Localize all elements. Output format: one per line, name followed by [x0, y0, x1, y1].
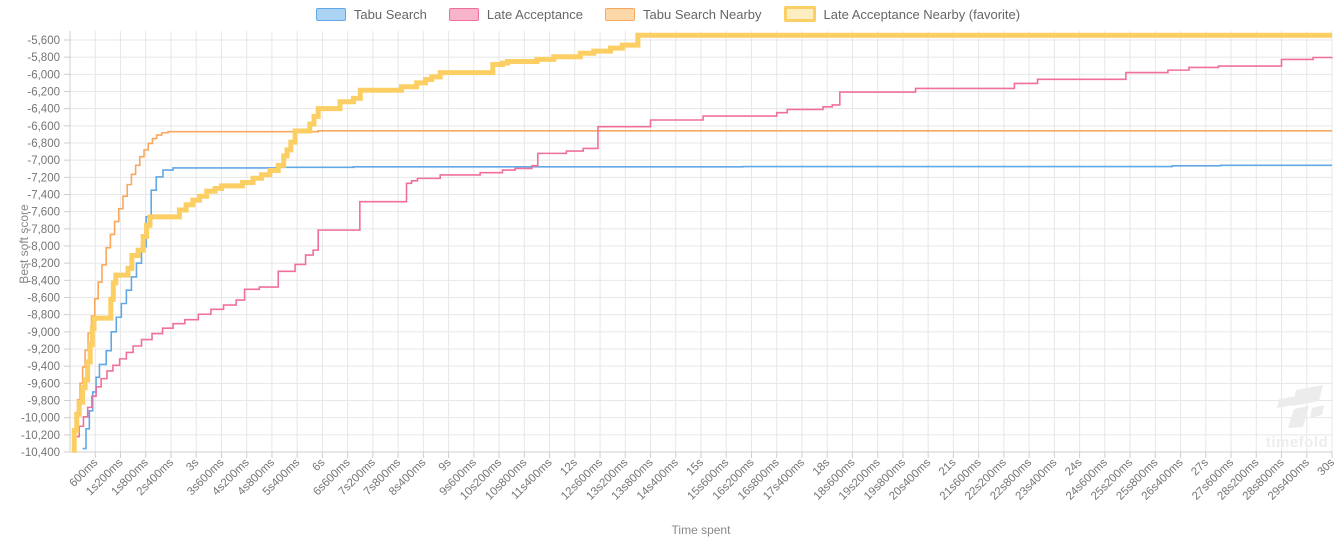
y-tick-label: -7,800	[27, 224, 60, 236]
x-axis-title: Time spent	[671, 523, 731, 537]
y-tick-label: -9,400	[27, 361, 60, 373]
y-tick-label: -7,000	[27, 155, 60, 167]
legend-item-late-acceptance-nearby-favorite[interactable]: Late Acceptance Nearby (favorite)	[783, 6, 1021, 22]
x-tick-label: 9s	[437, 456, 454, 473]
x-tick-label: 30s	[1316, 456, 1336, 478]
y-tick-label: -7,400	[27, 190, 60, 202]
legend-item-tabu-search[interactable]: Tabu Search	[315, 6, 427, 22]
y-tick-label: -6,200	[27, 87, 60, 99]
y-tick-label: -6,000	[27, 69, 60, 81]
x-tick-label: 21s	[937, 456, 959, 478]
y-tick-label: -8,200	[27, 258, 60, 270]
legend-label-late-acceptance: Late Acceptance	[486, 6, 584, 22]
x-tick-label: 18s	[811, 456, 833, 478]
y-tick-label: -10,000	[21, 413, 60, 425]
x-tick-label: 12s	[558, 456, 580, 478]
series-line-tabu-search-nearby[interactable]	[72, 130, 1332, 452]
series-line-late-acceptance-nearby-favorite[interactable]	[71, 32, 1332, 453]
y-tick-label: -6,600	[27, 121, 60, 133]
chart-legend: Tabu Search Late Acceptance Tabu Search Ne…	[0, 6, 1336, 22]
y-tick-label: -8,600	[27, 293, 60, 305]
x-tick-label: 27s	[1189, 456, 1211, 478]
y-tick-label: -8,400	[27, 275, 60, 287]
y-axis-title: Best soft score	[17, 204, 31, 284]
y-tick-label: -8,000	[27, 241, 60, 253]
legend-swatch-late-acceptance-nearby-favorite	[783, 6, 816, 22]
y-tick-label: -5,800	[27, 52, 60, 64]
legend-label-tabu-search-nearby: Tabu Search Nearby	[643, 6, 762, 22]
series-line-tabu-search[interactable]	[82, 164, 1332, 450]
y-tick-label: -10,200	[21, 430, 60, 442]
timefold-logo-icon	[1277, 385, 1324, 428]
legend-label-late-acceptance-nearby-favorite: Late Acceptance Nearby (favorite)	[823, 6, 1021, 22]
x-tick-label: 24s	[1063, 456, 1085, 478]
legend-item-tabu-search-nearby[interactable]: Tabu Search Nearby	[605, 7, 762, 22]
legend-swatch-tabu-search	[315, 7, 346, 21]
watermark-text: timefold	[1265, 434, 1329, 451]
y-tick-label: -6,800	[27, 138, 60, 150]
y-tick-label: -5,600	[27, 35, 60, 47]
y-tick-label: -6,400	[27, 104, 60, 116]
y-tick-label: -9,200	[27, 344, 60, 356]
y-tick-label: -9,600	[27, 378, 60, 390]
y-tick-label: -7,600	[27, 207, 60, 219]
y-tick-label: -10,400	[21, 447, 60, 459]
legend-swatch-tabu-search-nearby	[605, 7, 636, 21]
x-tick-label: 3s	[184, 456, 201, 473]
legend-swatch-late-acceptance	[448, 7, 479, 21]
series-line-late-acceptance[interactable]	[72, 56, 1333, 449]
x-tick-label: 6s	[310, 456, 327, 473]
y-tick-label: -9,800	[27, 396, 60, 408]
y-tick-label: -7,200	[27, 172, 60, 184]
y-tick-label: -9,000	[27, 327, 60, 339]
timefold-watermark: timefold	[1258, 384, 1336, 451]
y-tick-label: -8,800	[27, 310, 60, 322]
legend-label-tabu-search: Tabu Search	[353, 6, 427, 22]
x-tick-label: 15s	[685, 456, 707, 478]
legend-item-late-acceptance[interactable]: Late Acceptance	[448, 6, 584, 22]
